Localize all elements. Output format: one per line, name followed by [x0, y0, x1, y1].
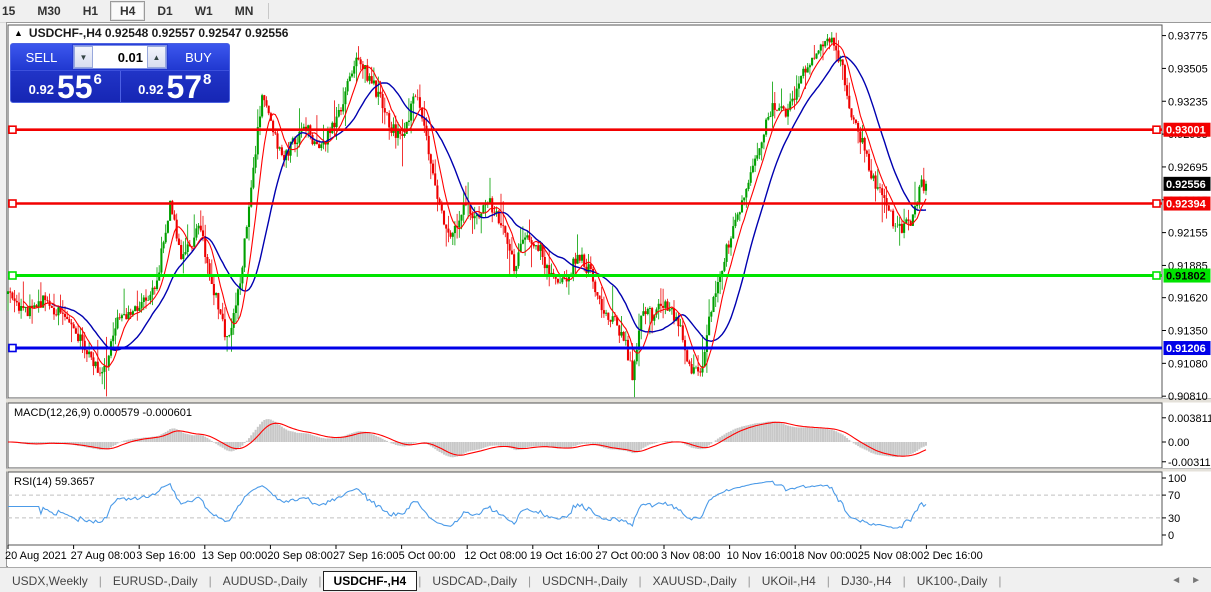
tab-xauusd-daily[interactable]: XAUUSD-,Daily [652, 573, 737, 588]
tab-separator: | [747, 573, 751, 588]
tab-separator: | [638, 573, 642, 588]
tab-uk100-daily[interactable]: UK100-,Daily [916, 573, 988, 588]
timeframe-button-m30[interactable]: M30 [37, 4, 61, 18]
trade-panel-prices: 0.92 55 6 0.92 57 8 [11, 70, 229, 102]
tab-ukoil-h4[interactable]: UKOil-,H4 [761, 573, 816, 588]
timeframe-button-w1[interactable]: W1 [194, 4, 213, 18]
chart-title-row: ▲ USDCHF-,H4 0.92548 0.92557 0.92547 0.9… [14, 26, 288, 40]
volume-input[interactable] [93, 46, 147, 68]
one-click-trade-panel: SELL ▼ ▲ BUY 0.92 55 6 0.92 57 8 [10, 43, 230, 103]
timeframe-toolbar: 15 M30 H1 H4 D1 W1 MN [0, 0, 1211, 23]
tab-separator: | [98, 573, 102, 588]
tab-separator: | [826, 573, 830, 588]
tab-separator: | [318, 573, 322, 588]
chart-title: USDCHF-,H4 0.92548 0.92557 0.92547 0.925… [28, 26, 289, 40]
tab-audusd-daily[interactable]: AUDUSD-,Daily [222, 573, 308, 588]
sell-price-prefix: 0.92 [28, 82, 54, 97]
buy-price-button[interactable]: 0.92 57 8 [121, 71, 230, 102]
trade-panel-top-row: SELL ▼ ▲ BUY [11, 44, 229, 70]
tab-usdchf-h4[interactable]: USDCHF-,H4 [322, 570, 418, 591]
sell-price-button[interactable]: 0.92 55 6 [11, 71, 120, 102]
sell-price-main: 55 [56, 69, 93, 103]
sell-button[interactable]: SELL [11, 44, 72, 70]
timeframe-button-h1[interactable]: H1 [82, 4, 99, 18]
tab-separator: | [528, 573, 532, 588]
tab-dj30-h4[interactable]: DJ30-,H4 [840, 573, 892, 588]
timeframe-button-d1[interactable]: D1 [157, 4, 173, 18]
buy-price-main: 57 [166, 69, 203, 103]
sell-price-pip: 6 [93, 71, 102, 88]
tab-separator: | [208, 573, 212, 588]
timeframe-button-15[interactable]: 15 [2, 4, 16, 18]
timeframe-button-h4[interactable]: H4 [110, 1, 146, 21]
volume-increase-button[interactable]: ▲ [147, 46, 166, 68]
volume-stepper: ▼ ▲ [73, 45, 167, 69]
toolbar-separator [268, 3, 270, 19]
volume-decrease-button[interactable]: ▼ [74, 46, 93, 68]
tabs-scroll-left-icon[interactable]: ◄ [1171, 575, 1182, 586]
tab-separator: | [418, 573, 422, 588]
tabs-scroll-right-icon[interactable]: ► [1191, 575, 1201, 586]
buy-price-pip: 8 [203, 71, 212, 88]
tab-usdx-weekly[interactable]: USDX,Weekly [12, 573, 88, 588]
buy-button[interactable]: BUY [168, 44, 229, 70]
tab-usdcnh-daily[interactable]: USDCNH-,Daily [542, 573, 628, 588]
tab-separator: | [998, 573, 1002, 588]
timeframe-button-mn[interactable]: MN [234, 4, 254, 18]
buy-price-prefix: 0.92 [138, 82, 164, 97]
collapse-panel-icon[interactable]: ▲ [14, 28, 23, 38]
chart-window [6, 22, 1211, 568]
tab-separator: | [902, 573, 906, 588]
symbol-tab-bar: USDX,Weekly | EURUSD-,Daily | AUDUSD-,Daily |… [0, 567, 1211, 592]
tab-eurusd-daily[interactable]: EURUSD-,Daily [112, 573, 198, 588]
tab-usdcad-daily[interactable]: USDCAD-,Daily [432, 573, 518, 588]
